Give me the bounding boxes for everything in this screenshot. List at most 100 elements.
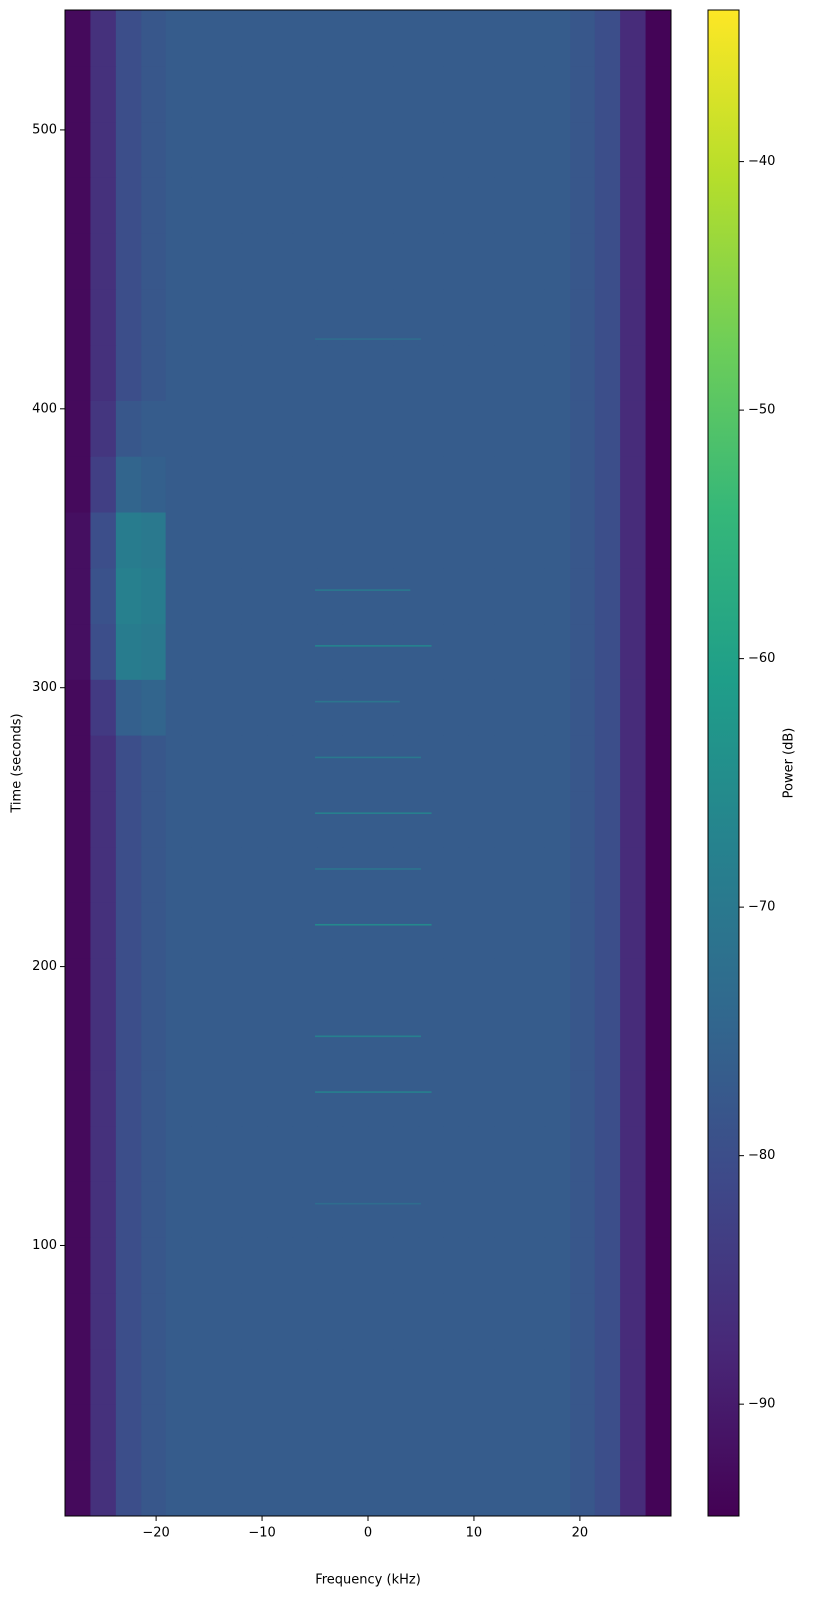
heatmap-cell — [342, 456, 369, 513]
heatmap-cell — [544, 1404, 571, 1461]
heatmap-cell — [115, 177, 142, 234]
heatmap-cell — [468, 1181, 495, 1238]
heatmap-cell — [645, 65, 672, 123]
heatmap-cell — [216, 1069, 243, 1127]
heatmap-cell — [191, 1404, 217, 1461]
heatmap-cell — [443, 902, 470, 959]
heatmap-cell — [570, 177, 596, 234]
heatmap-cell — [65, 1125, 91, 1182]
heatmap-cell — [191, 121, 217, 178]
heatmap-cell — [317, 512, 344, 569]
heatmap-cell — [570, 735, 596, 792]
heatmap-cell — [342, 623, 369, 680]
heatmap-cell — [90, 902, 117, 959]
heatmap-cell — [90, 958, 117, 1015]
heatmap-cell — [494, 1181, 520, 1238]
heatmap-cell — [65, 400, 91, 457]
heatmap-cell — [393, 121, 420, 178]
heatmap-cell — [494, 902, 520, 959]
heatmap-cell — [494, 121, 520, 178]
heatmap-cell — [645, 1460, 672, 1517]
heatmap-cell — [65, 567, 91, 625]
heatmap-cell — [594, 288, 621, 346]
heatmap-cell — [191, 1460, 217, 1517]
heatmap-cell — [418, 10, 444, 67]
heatmap-cell — [544, 344, 571, 401]
heatmap-cell — [418, 1460, 444, 1517]
heatmap-cell — [241, 1181, 268, 1238]
heatmap-cell — [620, 735, 647, 792]
tone-line — [315, 1202, 421, 1205]
heatmap-cell — [241, 1237, 268, 1294]
heatmap-cell — [570, 1460, 596, 1517]
heatmap-cell — [165, 958, 192, 1015]
heatmap-cell — [418, 456, 444, 513]
heatmap-cell — [216, 344, 243, 401]
heatmap-cell — [443, 121, 470, 178]
heatmap-cell — [267, 1181, 294, 1238]
heatmap-cell — [544, 512, 571, 569]
heatmap-cell — [90, 1348, 117, 1405]
heatmap-cell — [594, 1348, 621, 1405]
heatmap-cell — [165, 1069, 192, 1127]
heatmap-cell — [191, 1069, 217, 1127]
heatmap-cell — [141, 1181, 167, 1238]
heatmap-cell — [292, 1014, 318, 1071]
heatmap-cell — [165, 1125, 192, 1182]
heatmap-cell — [141, 65, 167, 123]
heatmap-cell — [468, 790, 495, 848]
heatmap-cell — [468, 121, 495, 178]
heatmap-cell — [241, 902, 268, 959]
heatmap-cell — [342, 958, 369, 1015]
heatmap-cell — [393, 344, 420, 401]
heatmap-cell — [317, 1348, 344, 1405]
heatmap-cell — [241, 1292, 268, 1350]
heatmap-cell — [165, 1237, 192, 1294]
heatmap-cell — [141, 177, 167, 234]
heatmap-cell — [368, 1181, 394, 1238]
heatmap-cell — [443, 233, 470, 290]
heatmap-cell — [418, 790, 444, 848]
heatmap-cell — [494, 1292, 520, 1350]
heatmap-cell — [368, 1237, 394, 1294]
heatmap-cell — [645, 1125, 672, 1182]
y-tick-label: 400 — [32, 401, 57, 416]
heatmap-cell — [494, 288, 520, 346]
heatmap-cell — [267, 567, 294, 625]
heatmap-cell — [393, 1125, 420, 1182]
heatmap-cell — [141, 344, 167, 401]
heatmap-cell — [418, 288, 444, 346]
heatmap-cell — [115, 902, 142, 959]
tone-line — [315, 812, 432, 814]
heatmap-cell — [494, 344, 520, 401]
heatmap-cell — [519, 1292, 546, 1350]
heatmap-cell — [267, 846, 294, 903]
heatmap-cell — [317, 790, 344, 848]
heatmap-cell — [90, 456, 117, 513]
heatmap-cell — [494, 1460, 520, 1517]
heatmap-cell — [241, 177, 268, 234]
heatmap-cell — [65, 679, 91, 736]
heatmap-cell — [393, 177, 420, 234]
heatmap-cell — [65, 1460, 91, 1517]
heatmap-cell — [570, 623, 596, 680]
heatmap-cell — [620, 1014, 647, 1071]
heatmap-cell — [620, 1404, 647, 1461]
tone-line — [315, 756, 421, 759]
heatmap-cell — [594, 65, 621, 123]
heatmap-cell — [65, 344, 91, 401]
heatmap-cell — [267, 623, 294, 680]
heatmap-cell — [570, 1292, 596, 1350]
heatmap-cell — [544, 1460, 571, 1517]
heatmap-cell — [216, 1348, 243, 1405]
heatmap-cell — [368, 679, 394, 736]
heatmap-cell — [519, 1460, 546, 1517]
heatmap-cell — [216, 623, 243, 680]
heatmap-cell — [90, 846, 117, 903]
heatmap-cell — [468, 1292, 495, 1350]
heatmap-cell — [468, 233, 495, 290]
heatmap-cell — [317, 400, 344, 457]
heatmap-cell — [645, 233, 672, 290]
heatmap-cell — [368, 1404, 394, 1461]
heatmap-cell — [620, 10, 647, 67]
